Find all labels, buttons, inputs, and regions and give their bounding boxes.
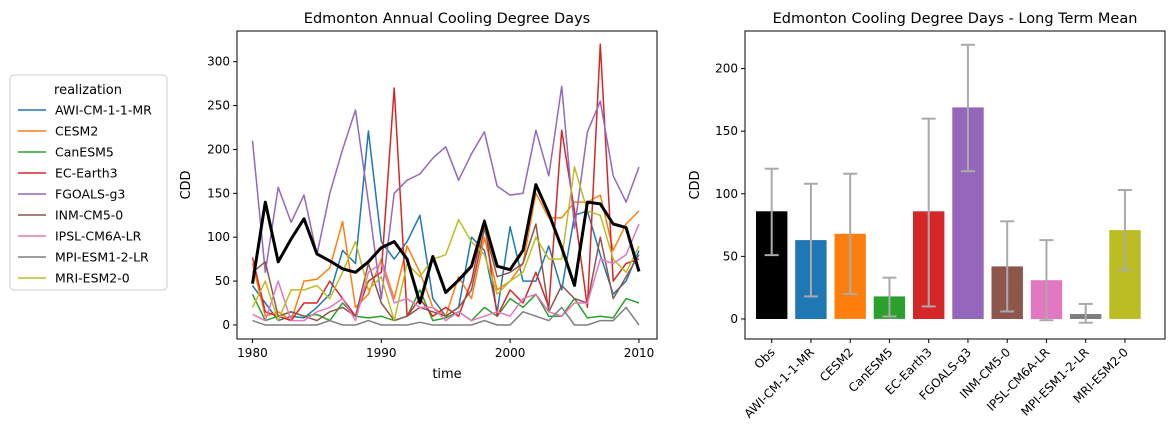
category-label: MPI-ESM1-2-LR	[1018, 345, 1092, 419]
bar-chart-ylabel: CDD	[688, 170, 703, 199]
bar-chart-frame	[744, 30, 1166, 340]
legend-label: MPI-ESM1-2-LR	[55, 250, 149, 265]
y-tick-label: 150	[207, 186, 230, 200]
y-tick-label: 300	[207, 55, 230, 69]
bar-chart-title: Edmonton Cooling Degree Days - Long Term…	[773, 11, 1138, 27]
x-tick-label: 2010	[624, 346, 655, 360]
line-chart-xlabel: time	[432, 367, 461, 382]
x-tick-label: 1990	[366, 346, 397, 360]
series-line-fgoals-g3	[251, 85, 640, 300]
category-label: CESM2	[817, 345, 856, 384]
y-tick-label: 50	[723, 249, 738, 263]
line-chart: Edmonton Annual Cooling Degree Days 1980…	[179, 11, 658, 382]
y-tick-label: 50	[215, 274, 230, 288]
legend-frame	[9, 74, 168, 291]
series-line-inm-cm5-0	[252, 223, 640, 322]
y-tick-label: 100	[715, 187, 738, 201]
legend-label: INM-CM5-0	[55, 208, 123, 223]
legend-label: AWI-CM-1-1-MR	[55, 103, 152, 118]
legend-label: EC-Earth3	[55, 166, 118, 181]
y-tick-label: 0	[222, 318, 230, 332]
legend-label: FGOALS-g3	[55, 187, 125, 202]
category-label: Obs	[751, 345, 777, 371]
legend-label: CanESM5	[55, 145, 114, 160]
legend-label: IPSL-CM6A-LR	[55, 229, 142, 244]
bar-chart: Edmonton Cooling Degree Days - Long Term…	[688, 11, 1166, 421]
series-line-ec-earth3	[251, 43, 640, 322]
series-line-mpi-esm1-2-lr	[252, 306, 640, 326]
y-tick-label: 0	[730, 312, 738, 326]
line-chart-title: Edmonton Annual Cooling Degree Days	[304, 11, 590, 27]
y-tick-label: 200	[715, 62, 738, 76]
line-chart-ylabel: CDD	[179, 170, 194, 199]
category-label: AWI-CM-1-1-MR	[741, 345, 817, 421]
legend-label: MRI-ESM2-0	[55, 271, 130, 286]
y-tick-label: 150	[715, 124, 738, 138]
series-line-observed	[251, 183, 641, 305]
legend-label: CESM2	[55, 124, 98, 139]
series-line-mri-esm2-0	[251, 166, 640, 322]
y-tick-label: 200	[207, 142, 230, 156]
line-chart-frame	[236, 30, 658, 340]
x-tick-label: 2000	[495, 346, 526, 360]
legend-title: realization	[54, 83, 122, 98]
y-tick-label: 100	[207, 230, 230, 244]
legend: realization AWI-CM-1-1-MR CESM2 CanESM5 EC-…	[9, 74, 168, 291]
series-line-ipsl-cm6a-lr	[252, 223, 640, 322]
y-tick-label: 250	[207, 99, 230, 113]
x-tick-label: 1980	[237, 346, 268, 360]
